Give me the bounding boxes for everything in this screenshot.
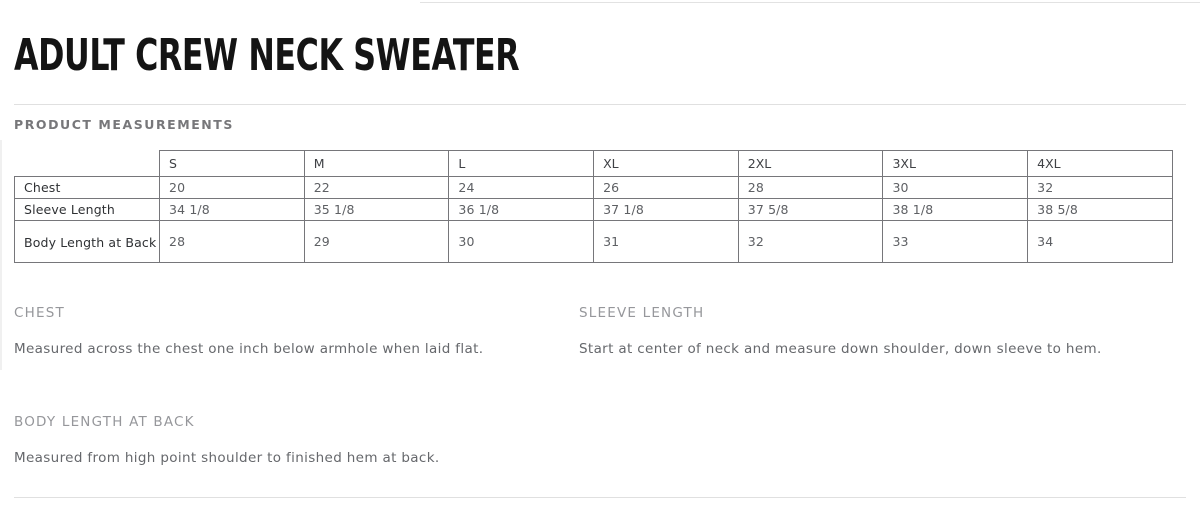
cell-sleeve-length-4xl: 38 5/8 [1027, 198, 1173, 221]
left-edge-artifact [0, 140, 2, 370]
size-guide-page: ADULT CREW NECK SWEATER PRODUCT MEASUREM… [14, 0, 1186, 480]
row-label-chest: Chest [14, 176, 160, 199]
column-header-xl: XL [593, 150, 739, 177]
page-title: ADULT CREW NECK SWEATER [14, 30, 520, 81]
column-header-m: M [303, 150, 450, 177]
cell-sleeve-length-s: 34 1/8 [159, 198, 305, 221]
table-corner-cell [14, 150, 160, 177]
top-rule-fragment [420, 2, 1200, 3]
definition-sleeve-length: SLEEVE LENGTH Start at center of neck an… [579, 305, 1109, 364]
cell-body-length-m: 29 [303, 220, 450, 263]
table-row-body-length-at-back: Body Length at Back 28 29 30 31 32 33 34 [14, 220, 1173, 263]
table-row-chest: Chest 20 22 24 26 28 30 32 [14, 176, 1173, 199]
table-row-sleeve-length: Sleeve Length 34 1/8 35 1/8 36 1/8 37 1/… [14, 198, 1173, 221]
definition-text-sleeve-length: Start at center of neck and measure down… [579, 341, 1102, 357]
cell-chest-2xl: 28 [737, 176, 884, 199]
cell-sleeve-length-l: 36 1/8 [448, 198, 595, 221]
column-header-4xl: 4XL [1027, 150, 1173, 177]
section-divider [14, 104, 1186, 105]
column-header-3xl: 3XL [882, 150, 1029, 177]
cell-body-length-l: 30 [448, 220, 595, 263]
measurement-definitions: CHEST Measured across the chest one inch… [14, 305, 1186, 480]
column-header-2xl: 2XL [737, 150, 884, 177]
cell-chest-m: 22 [303, 176, 450, 199]
cell-chest-xl: 26 [593, 176, 739, 199]
cell-body-length-3xl: 33 [882, 220, 1029, 263]
product-measurements-table: S M L XL 2XL 3XL 4XL Chest 20 22 24 26 2… [14, 150, 1173, 263]
definition-text-body-length-at-back: Measured from high point shoulder to fin… [14, 450, 440, 466]
cell-chest-s: 20 [159, 176, 305, 199]
definition-title-sleeve-length: SLEEVE LENGTH [579, 305, 705, 321]
cell-body-length-xl: 31 [593, 220, 739, 263]
cell-sleeve-length-3xl: 38 1/8 [882, 198, 1029, 221]
definition-title-body-length-at-back: BODY LENGTH AT BACK [14, 414, 195, 430]
cell-chest-l: 24 [448, 176, 595, 199]
cell-sleeve-length-m: 35 1/8 [303, 198, 450, 221]
definition-chest: CHEST Measured across the chest one inch… [14, 305, 544, 364]
column-header-l: L [448, 150, 595, 177]
definition-body-length-at-back: BODY LENGTH AT BACK Measured from high p… [14, 414, 544, 473]
cell-body-length-4xl: 34 [1027, 220, 1173, 263]
cell-chest-3xl: 30 [882, 176, 1029, 199]
cell-sleeve-length-xl: 37 1/8 [593, 198, 739, 221]
row-label-body-length-at-back: Body Length at Back [14, 220, 160, 263]
cell-body-length-2xl: 32 [737, 220, 884, 263]
row-label-sleeve-length: Sleeve Length [14, 198, 160, 221]
definition-text-chest: Measured across the chest one inch below… [14, 341, 484, 357]
bottom-divider [14, 497, 1186, 498]
table-header-row: S M L XL 2XL 3XL 4XL [14, 150, 1173, 177]
cell-sleeve-length-2xl: 37 5/8 [737, 198, 884, 221]
section-heading-product-measurements: PRODUCT MEASUREMENTS [14, 117, 234, 132]
definition-title-chest: CHEST [14, 305, 65, 321]
cell-body-length-s: 28 [159, 220, 305, 263]
cell-chest-4xl: 32 [1027, 176, 1173, 199]
column-header-s: S [159, 150, 305, 177]
